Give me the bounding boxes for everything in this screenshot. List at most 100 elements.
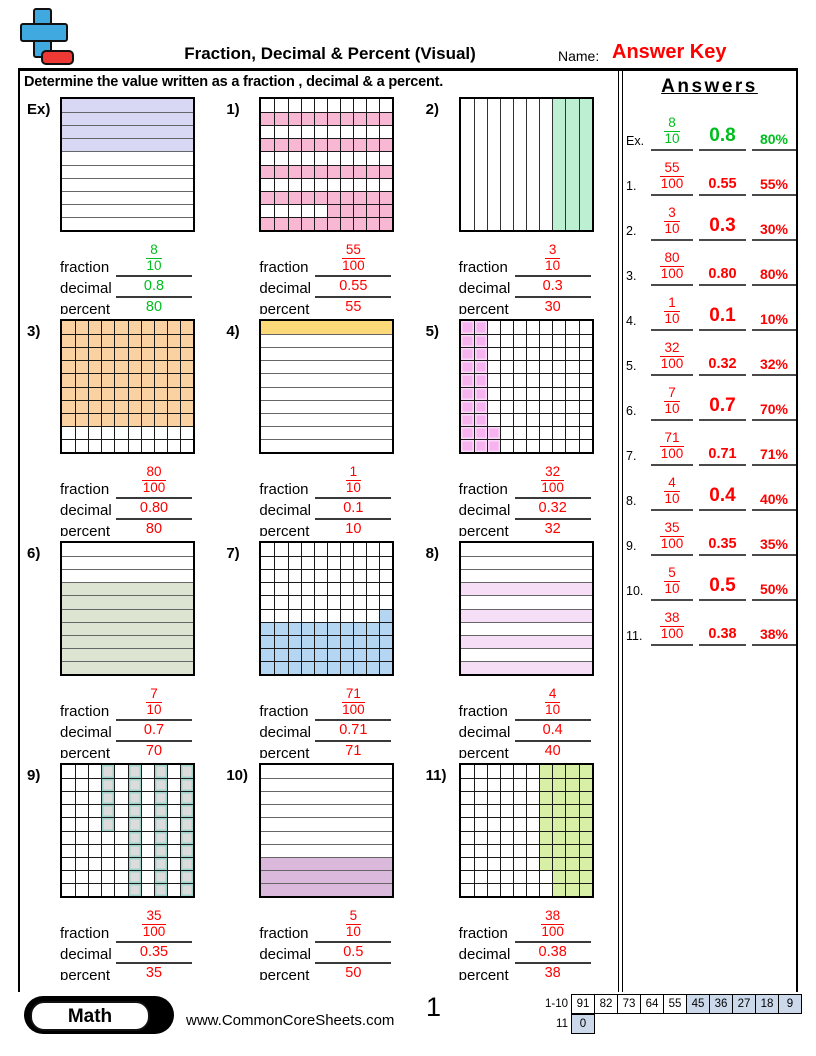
- grid-cell: [153, 425, 167, 439]
- grid-cell: [460, 425, 474, 439]
- grid-cell: [379, 177, 393, 191]
- score-range-label: 11: [556, 1018, 568, 1030]
- grid-cell: [300, 595, 314, 609]
- grid-cell: [261, 804, 393, 817]
- grid-cell: [460, 569, 592, 582]
- grid-cell: [379, 569, 393, 583]
- grid-cell: [261, 125, 275, 138]
- fraction-numerator: 7: [146, 686, 162, 704]
- percent-line: percent 30: [459, 299, 591, 314]
- fraction-denominator: 10: [345, 480, 361, 496]
- grid-cell: [473, 882, 487, 896]
- problem-1: 1) fraction 55 100 decimal 0.55 percent 55: [219, 92, 418, 314]
- fraction-value: 8 10: [144, 242, 163, 274]
- grid-cell: [461, 99, 474, 230]
- score-table: 1-10 91 82 73 64 55 45 36 27 18 9 11 0: [532, 994, 802, 1034]
- grid-cell: [261, 817, 393, 830]
- grid-cell: [313, 660, 327, 674]
- grid-cell: [486, 804, 500, 818]
- grid-cell: [261, 843, 393, 857]
- grid-cell: [101, 399, 115, 413]
- grid-cell: [179, 804, 193, 818]
- grid-cell: [339, 216, 354, 230]
- grid-cell: [101, 360, 115, 374]
- grid-cell: [539, 830, 553, 844]
- grid-cell: [366, 138, 380, 152]
- grid-cell: [499, 791, 514, 805]
- grid-cell: [88, 425, 102, 439]
- fraction-label: fraction: [458, 703, 508, 720]
- fraction-value: 55 100: [340, 242, 367, 274]
- grid-cell: [261, 608, 275, 622]
- percent-line: percent 40: [459, 743, 591, 758]
- grid-cell: [539, 360, 553, 374]
- grid-cell: [88, 321, 102, 335]
- fraction-grid: [458, 763, 594, 898]
- fraction-blank: 8 10: [116, 242, 192, 277]
- grid-cell: [140, 778, 154, 792]
- grid-cell: [339, 556, 354, 570]
- grid-cell: [274, 99, 287, 113]
- answer-decimal: 0.7: [699, 395, 746, 421]
- answer-percent: 38%: [752, 626, 796, 646]
- problem-number: 1): [226, 101, 240, 118]
- grid-cell: [513, 778, 527, 792]
- grid-cell: [565, 804, 579, 818]
- fraction-value: 4 10: [662, 475, 681, 507]
- grid-cell: [261, 778, 393, 791]
- answer-number: 11.: [626, 629, 643, 643]
- fraction-numerator: 55: [660, 160, 684, 178]
- grid-cell: [274, 569, 288, 583]
- grid-cell: [339, 634, 354, 648]
- score-cell: 45: [686, 994, 710, 1014]
- grid-cell: [539, 373, 553, 387]
- grid-cell: [513, 347, 527, 361]
- grid-cell: [287, 569, 301, 583]
- value-lines: fraction 55 100 decimal 0.55 percent 55: [259, 241, 392, 314]
- grid-cell: [153, 830, 167, 844]
- answer-row-3: 3. 80 100 0.80 80%: [623, 241, 796, 286]
- decimal-label: decimal: [60, 280, 112, 297]
- grid-cell: [473, 778, 487, 792]
- grid-cell: [153, 334, 167, 348]
- grid-cell: [101, 425, 115, 439]
- grid-cell: [379, 608, 393, 622]
- grid-cell: [62, 438, 76, 452]
- grid-cell: [326, 177, 340, 191]
- grid-cell: [353, 582, 367, 596]
- grid-cell: [513, 425, 527, 439]
- grid-cell: [578, 347, 592, 361]
- answer-fraction: 3 10: [651, 204, 693, 241]
- fraction-value: 55 100: [659, 160, 686, 192]
- grid-cell: [62, 216, 193, 230]
- grid-cell: [313, 543, 327, 557]
- grid-cell: [300, 621, 314, 635]
- grid-cell: [75, 869, 89, 883]
- grid-cell: [179, 438, 193, 452]
- fraction-denominator: 10: [664, 311, 680, 327]
- grid-cell: [460, 582, 592, 596]
- grid-cell: [326, 569, 340, 583]
- grid-cell: [75, 334, 89, 348]
- grid-cell: [62, 190, 193, 204]
- answer-percent: 55%: [752, 176, 796, 196]
- problem-number: 4): [226, 323, 240, 340]
- grid-cell: [274, 177, 288, 191]
- grid-cell: [499, 778, 514, 792]
- grid-cell: [526, 765, 539, 779]
- grid-cell: [313, 216, 327, 230]
- grid-cell: [473, 869, 487, 883]
- fraction-numerator: 5: [664, 565, 680, 583]
- percent-line: percent 32: [459, 521, 591, 536]
- grid-cell: [75, 791, 89, 805]
- grid-cell: [75, 373, 89, 387]
- score-cell: 82: [594, 994, 618, 1014]
- fraction-numerator: 3: [544, 242, 561, 260]
- percent-value: 40: [515, 743, 591, 758]
- grid-cell: [565, 856, 579, 870]
- score-cell: 91: [571, 994, 595, 1014]
- score-cell: 55: [663, 994, 687, 1014]
- grid-cell: [261, 647, 275, 661]
- grid-cell: [526, 804, 540, 818]
- decimal-label: decimal: [458, 724, 511, 741]
